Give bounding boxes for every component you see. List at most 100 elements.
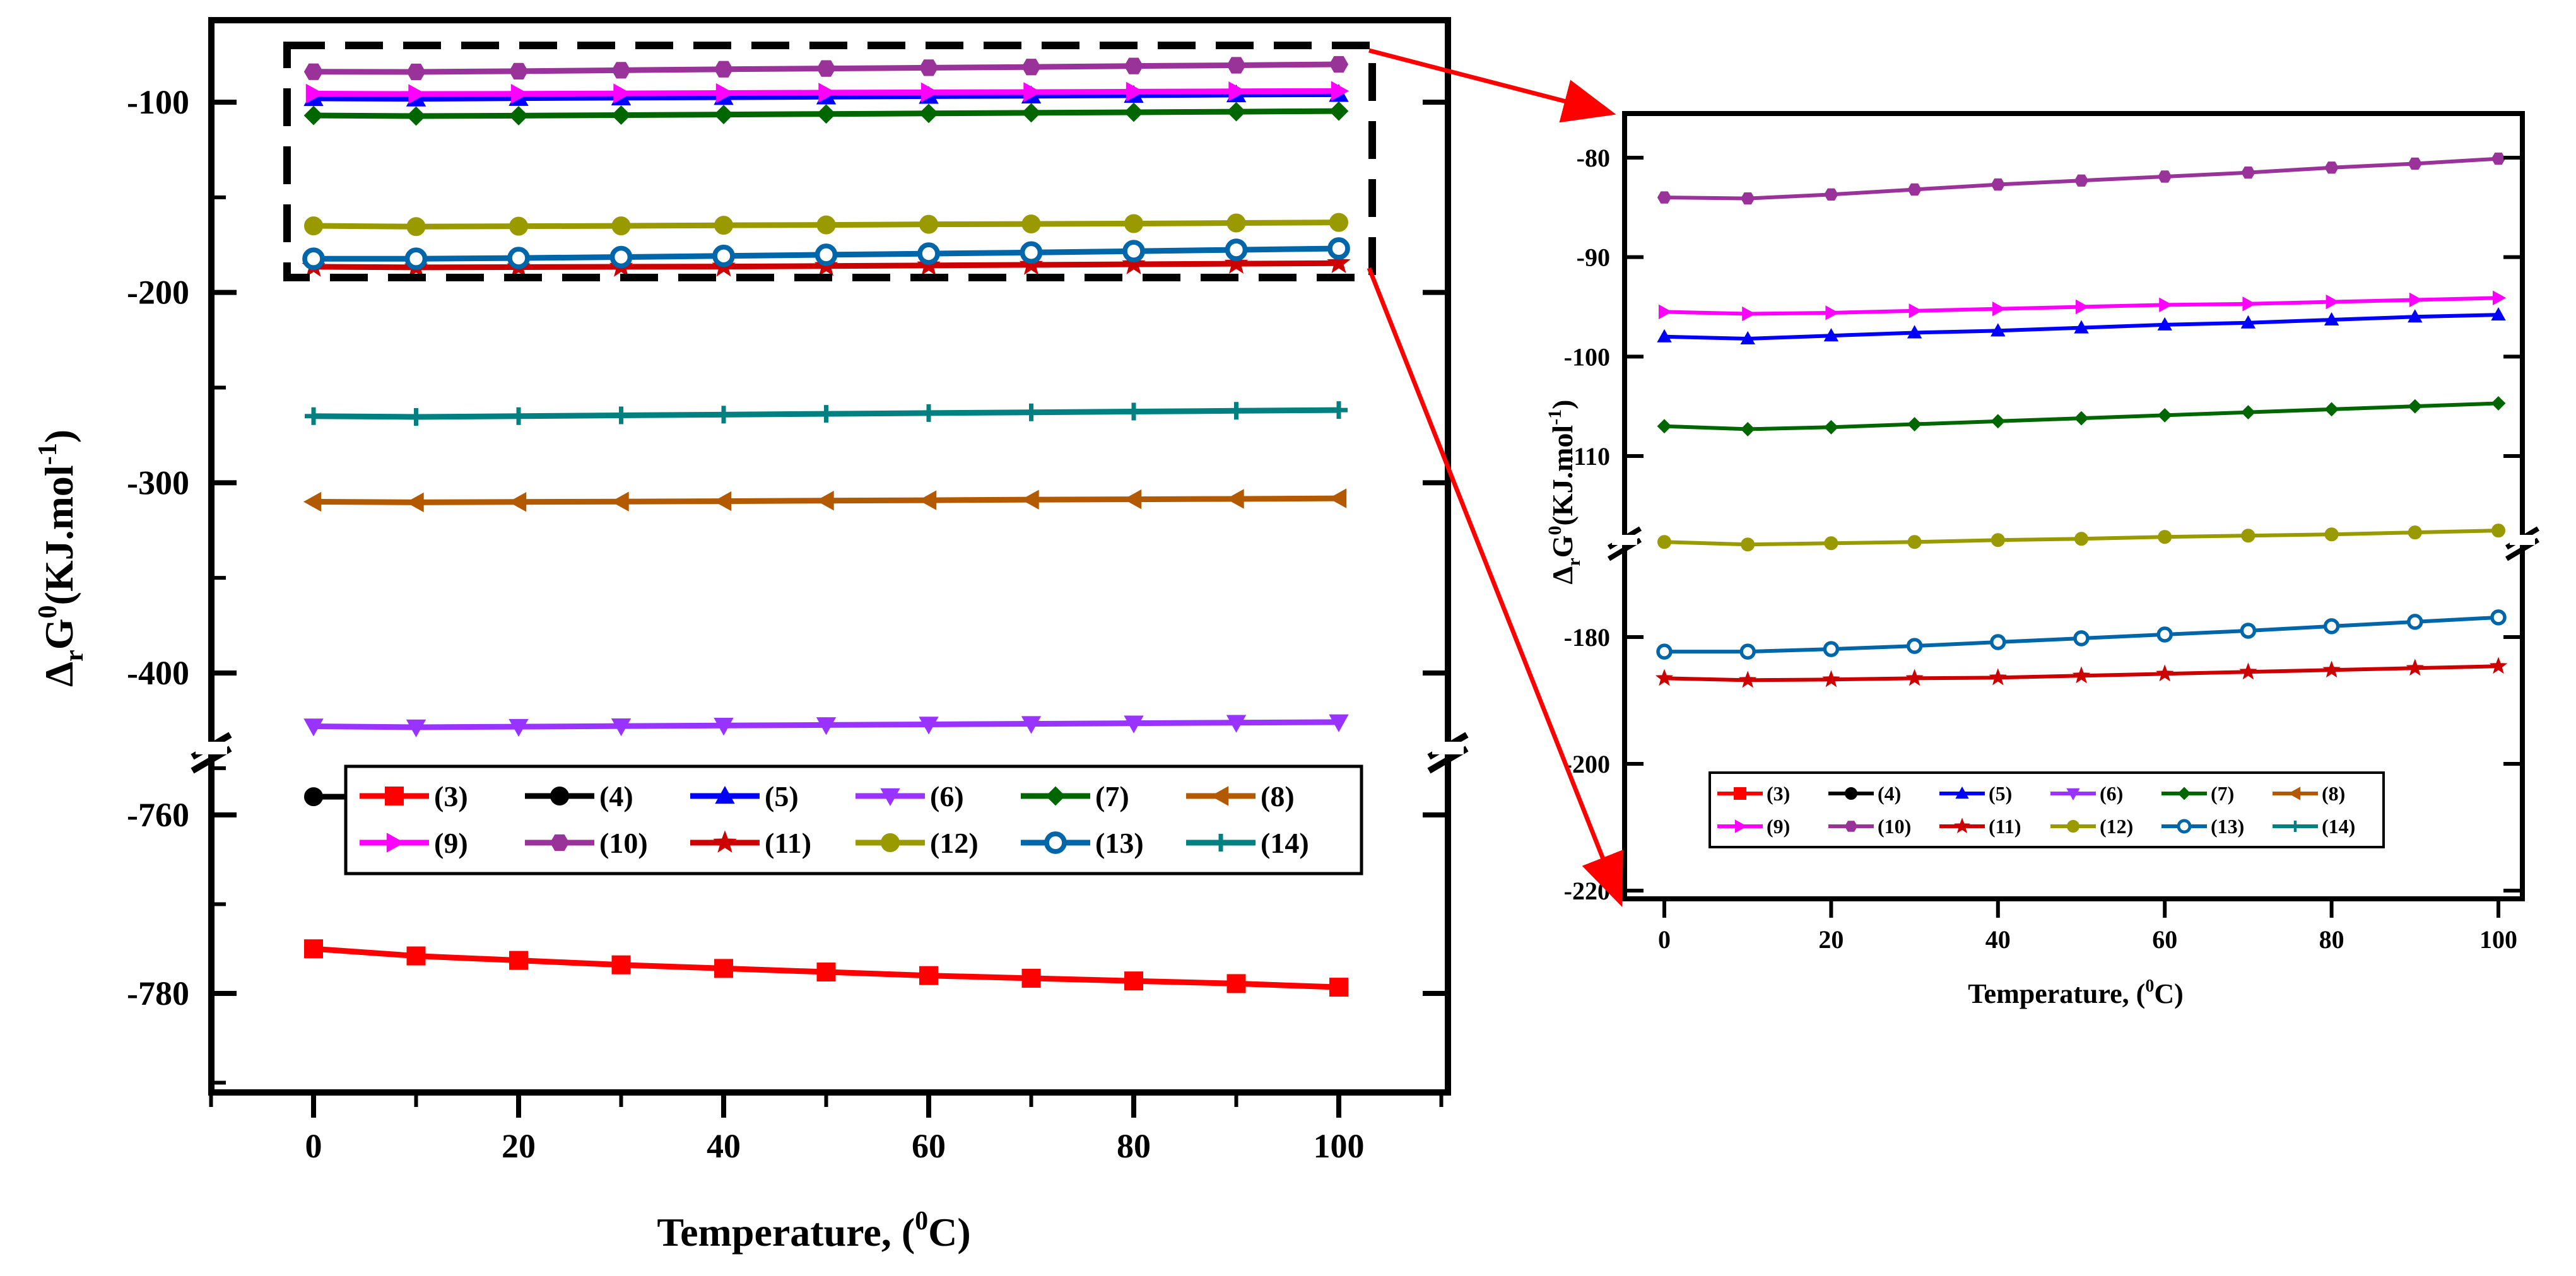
main-point-7-7 — [1021, 59, 1041, 76]
main-point-11-0 — [305, 407, 322, 425]
inset-point-8-6 — [2156, 664, 2174, 682]
inset-point-7-10 — [2491, 152, 2506, 165]
main-point-3-9 — [1226, 715, 1247, 733]
inset-point-4-3 — [1907, 417, 1922, 431]
inset-point-8-0 — [1655, 669, 1674, 686]
main-point-11-3 — [612, 406, 630, 424]
ylabel-sup: 0 — [33, 605, 62, 618]
inset-point-4-7 — [2240, 405, 2255, 420]
main-point-9-2 — [509, 216, 528, 236]
inset-point-2-8 — [2324, 312, 2339, 325]
main-point-6-6 — [920, 82, 939, 103]
main-legend: (3) (4) (5) (6) (7) (8) (9) (10) (11) (12) (13) (14… — [360, 780, 1309, 859]
inset-point-2-7 — [2240, 315, 2256, 329]
inset-point-8-8 — [2322, 660, 2341, 678]
inset-point-8-10 — [2489, 657, 2508, 674]
inset-point-6-6 — [2159, 297, 2173, 313]
main-point-5-9 — [1226, 489, 1244, 509]
inset-point-9-8 — [2324, 527, 2339, 542]
main-point-6-5 — [818, 83, 837, 103]
main-point-3-1 — [406, 719, 426, 738]
inset-point-10-2 — [1823, 641, 1840, 657]
main-legend-marker-8 — [713, 830, 737, 853]
main-point-10-10 — [1327, 237, 1350, 260]
inset-point-10-8 — [2323, 618, 2340, 635]
main-point-3-7 — [1021, 716, 1042, 734]
main-point-3-2 — [509, 718, 529, 737]
main-legend-label-0: (3) — [434, 780, 468, 812]
main-point-3-4 — [714, 718, 734, 736]
main-point-4-8 — [1124, 102, 1144, 122]
main-point-5-2 — [508, 492, 527, 512]
main-point-0-7 — [1021, 968, 1041, 988]
inset-ylabel-close: ) — [1546, 400, 1579, 409]
zoom-region-box — [283, 42, 1376, 281]
main-x-axis-title: Temperature, (0C) — [657, 1207, 970, 1255]
main-legend-label-2: (5) — [765, 780, 799, 812]
main-point-3-6 — [919, 717, 939, 735]
main-point-4-4 — [714, 105, 734, 125]
main-point-4-7 — [1021, 103, 1041, 123]
inset-legend-marker-9 — [2067, 820, 2079, 833]
main-x-tick-label-0: 0 — [305, 1127, 322, 1165]
main-point-9-9 — [1226, 213, 1246, 233]
main-point-8-9 — [1224, 251, 1249, 274]
main-legend-label-4: (7) — [1095, 780, 1129, 812]
inset-point-9-6 — [2158, 530, 2172, 544]
inset-point-2-9 — [2408, 309, 2423, 323]
main-point-9-10 — [1329, 213, 1348, 232]
main-point-6-0 — [305, 83, 324, 104]
inset-point-6-0 — [1659, 304, 1673, 320]
inset-point-8-9 — [2406, 658, 2424, 676]
main-legend-marker-3 — [880, 788, 900, 807]
main-x-ticks: 0 20 40 60 80 100 — [209, 1092, 1444, 1165]
inset-legend-label-1: (4) — [1878, 782, 1901, 805]
inset-point-6-9 — [2409, 292, 2423, 308]
inset-xlabel-main: Temperature, ( — [1968, 978, 2145, 1009]
main-point-10-3 — [609, 245, 633, 269]
inset-legend-frame — [1709, 771, 2385, 848]
inset-legend-marker-7 — [1844, 821, 1858, 832]
main-point-6-4 — [715, 83, 734, 103]
inset-point-6-10 — [2493, 290, 2507, 306]
inset-point-10-6 — [2156, 626, 2173, 643]
main-plot-frame — [208, 17, 1451, 1096]
inset-point-9-5 — [2074, 532, 2088, 546]
main-point-7-0 — [303, 63, 324, 80]
inset-point-10-10 — [2490, 609, 2507, 626]
main-legend-label-11: (14) — [1261, 827, 1309, 859]
main-point-9-5 — [816, 215, 836, 235]
inset-xlabel-close: C) — [2154, 978, 2183, 1009]
main-point-7-2 — [509, 62, 529, 79]
inset-legend-marker-11 — [2290, 821, 2301, 832]
main-point-7-10 — [1329, 56, 1349, 73]
inset-point-8-4 — [1989, 668, 2007, 686]
inset-point-9-10 — [2491, 524, 2505, 538]
main-legend-label-5: (8) — [1261, 780, 1295, 812]
inset-point-9-9 — [2408, 525, 2422, 540]
inset-legend-label-9: (12) — [2100, 815, 2133, 838]
inset-point-9-3 — [1907, 535, 1922, 549]
inset-y-tick-label-0: -80 — [1577, 144, 1610, 172]
main-point-5-8 — [1123, 489, 1142, 510]
inset-ylabel-g: G — [1546, 536, 1579, 558]
inset-point-9-2 — [1824, 536, 1838, 551]
inset-x-tick-label-5: 100 — [2479, 925, 2517, 954]
inset-y-axis-title: ΔrG0(KJ.mol-1) — [1544, 400, 1584, 585]
inset-ylabel-sup: 0 — [1544, 526, 1565, 536]
inset-plot-frame — [1622, 111, 2525, 901]
main-point-10-2 — [507, 247, 530, 269]
inset-y-tick-label-3: -110 — [1565, 442, 1610, 471]
inset-point-7-1 — [1741, 192, 1755, 205]
main-point-9-3 — [611, 216, 631, 236]
main-point-3-3 — [611, 718, 632, 737]
main-point-7-6 — [919, 59, 939, 76]
inset-legend-marker-5 — [2288, 787, 2301, 800]
main-point-8-7 — [1019, 252, 1044, 275]
main-legend-marker-5 — [1210, 786, 1229, 806]
inset-point-10-9 — [2407, 614, 2423, 630]
inset-x-ticks: 0 20 40 60 80 100 — [1658, 899, 2517, 954]
ylabel-g: G — [37, 618, 81, 650]
inset-legend-marker-3 — [2066, 788, 2080, 801]
